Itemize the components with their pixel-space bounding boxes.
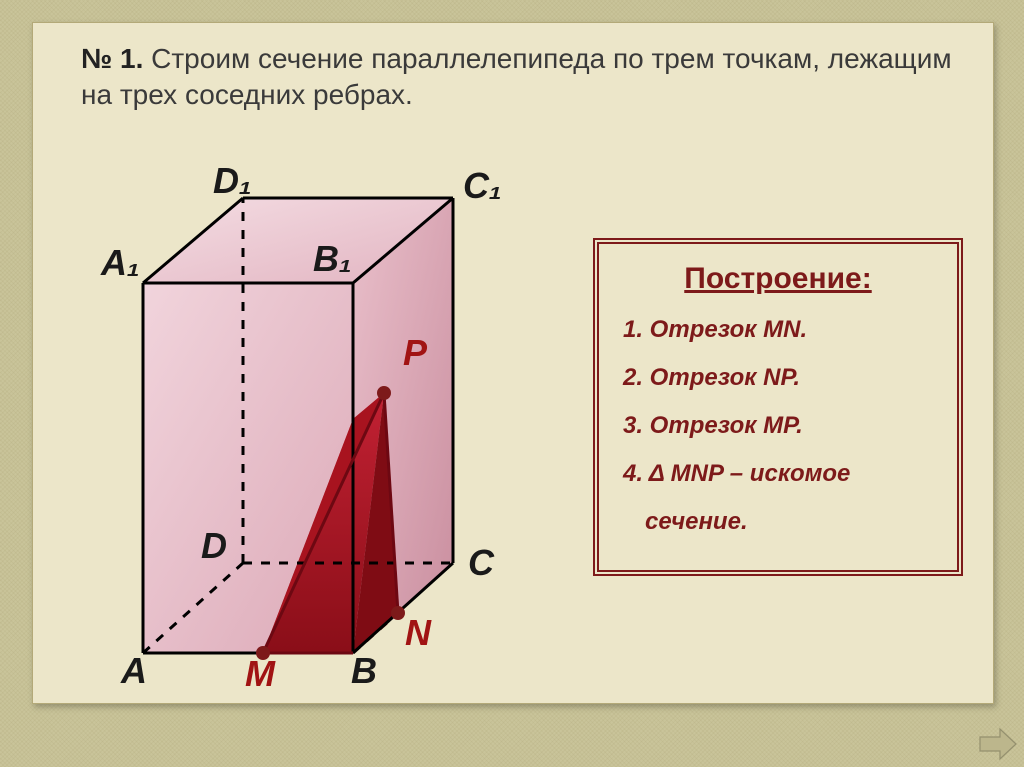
step-1: 1. Отрезок MN. bbox=[623, 306, 933, 354]
step-4b: сечение. bbox=[645, 498, 933, 546]
construction-heading: Построение: bbox=[623, 262, 933, 296]
construction-box: Построение: 1. Отрезок MN. 2. Отрезок NP… bbox=[593, 238, 963, 576]
content-panel: № 1. Строим сечение параллелепипеда по т… bbox=[32, 22, 994, 704]
problem-number: № 1. bbox=[81, 43, 143, 74]
label-m: M bbox=[245, 653, 276, 694]
problem-title: № 1. Строим сечение параллелепипеда по т… bbox=[81, 41, 961, 114]
label-b: B bbox=[351, 650, 377, 691]
label-c: C bbox=[468, 542, 495, 583]
label-b1: B₁ bbox=[313, 238, 352, 279]
problem-text: Строим сечение параллелепипеда по трем т… bbox=[81, 43, 952, 110]
label-d1: D₁ bbox=[213, 160, 252, 201]
step-2: 2. Отрезок NP. bbox=[623, 354, 933, 402]
parallelepiped-diagram: A B C D A₁ B₁ C₁ D₁ M N P bbox=[73, 143, 543, 703]
point-p bbox=[377, 386, 391, 400]
step-4: 4. Δ MNP – искомое bbox=[623, 450, 933, 498]
label-n: N bbox=[405, 612, 432, 653]
point-n bbox=[391, 606, 405, 620]
label-a: A bbox=[120, 650, 147, 691]
construction-steps: 1. Отрезок MN. 2. Отрезок NP. 3. Отрезок… bbox=[623, 306, 933, 546]
label-c1: C₁ bbox=[463, 165, 502, 206]
label-d: D bbox=[201, 525, 227, 566]
label-a1: A₁ bbox=[100, 242, 140, 283]
step-3: 3. Отрезок МР. bbox=[623, 402, 933, 450]
label-p: P bbox=[403, 332, 428, 373]
diagram-svg: A B C D A₁ B₁ C₁ D₁ M N P bbox=[73, 143, 543, 703]
next-arrow-icon[interactable] bbox=[978, 727, 1018, 761]
